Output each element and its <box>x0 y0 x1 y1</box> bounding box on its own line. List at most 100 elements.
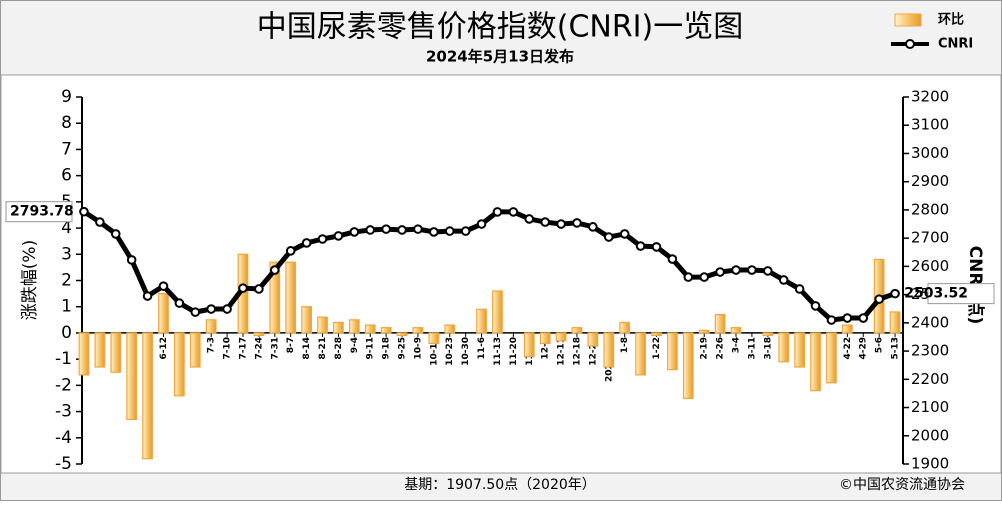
line-marker <box>317 234 328 244</box>
legend-swatch <box>905 39 915 49</box>
line-marker <box>492 207 503 217</box>
bar <box>778 332 790 363</box>
y2-tick-label: 3100 <box>911 116 949 134</box>
value-label: 2793.78 <box>10 204 74 220</box>
x-tick-label: 5-13 <box>891 337 901 360</box>
line-marker <box>667 254 678 264</box>
line-marker <box>794 284 805 294</box>
line-marker <box>413 224 423 234</box>
line-marker <box>619 229 630 239</box>
value-label-box <box>927 283 995 305</box>
line-marker <box>747 265 757 275</box>
bar <box>269 261 281 334</box>
line-marker <box>238 283 248 293</box>
line-marker <box>333 231 344 241</box>
chart-title: 中国尿素零售价格指数(CNRI)一览图 <box>257 10 744 45</box>
bar <box>619 321 631 334</box>
bar <box>794 332 805 368</box>
x-tick-label: 7-31 <box>270 337 280 360</box>
y2-tick-label: 2000 <box>911 426 949 444</box>
bar <box>810 332 821 392</box>
y2-tick-label: 1900 <box>911 455 949 473</box>
x-tick-label: 7-3 <box>207 337 217 353</box>
x-tick-label: 2-19 <box>700 337 710 360</box>
bar <box>826 332 837 384</box>
x-tick-label: 4-29 <box>859 337 869 360</box>
x-tick-label: 9-18 <box>382 337 392 360</box>
line-marker <box>603 232 614 242</box>
y-axis-title: 涨跌幅(%) <box>20 240 40 320</box>
line-marker <box>731 265 741 275</box>
bar <box>523 332 535 358</box>
bar <box>142 332 153 460</box>
x-tick-label: 10-9 <box>413 337 423 360</box>
line-marker <box>174 298 185 308</box>
bar <box>253 332 265 337</box>
bar <box>348 319 360 334</box>
line-marker <box>429 227 439 237</box>
line-marker <box>126 255 137 265</box>
y-tick-label: -3 <box>55 402 72 422</box>
line-marker <box>365 225 376 235</box>
bar <box>698 329 710 334</box>
x-tick-label: 1-8 <box>620 337 630 353</box>
line-marker <box>349 227 360 237</box>
x-tick-label: 6-12 <box>159 337 169 360</box>
x-tick-label: 7-17 <box>238 337 248 360</box>
line-marker <box>206 304 216 314</box>
line-marker <box>269 265 280 275</box>
y2-tick-label: 2600 <box>911 257 949 275</box>
line-marker <box>572 218 582 228</box>
x-tick-label: 2-26 <box>716 337 726 360</box>
line-marker <box>826 315 837 325</box>
y-tick-label: 4 <box>61 218 72 238</box>
x-tick-label: 7-24 <box>254 337 264 360</box>
bar <box>110 332 122 373</box>
line-marker <box>301 238 312 248</box>
line-marker <box>635 241 646 251</box>
x-tick-label: 11-13 <box>493 337 503 366</box>
x-tick-label: 8-7 <box>286 337 296 353</box>
bar <box>762 332 774 337</box>
x-tick-label: 11-20 <box>509 337 519 366</box>
bar <box>539 332 551 345</box>
value-label: 2503.52 <box>904 286 968 302</box>
bar <box>889 311 901 334</box>
x-tick-label: 10-30 <box>461 337 471 366</box>
x-tick-label: 3-4 <box>732 337 742 353</box>
y2-tick-label: 3200 <box>911 88 949 106</box>
value-label-box <box>5 201 73 223</box>
x-tick-label: 12-25 <box>588 337 598 366</box>
line-marker <box>444 226 455 236</box>
bar <box>428 332 440 345</box>
y2-tick-label: 3000 <box>911 144 949 162</box>
line-marker <box>254 284 264 294</box>
x-tick-label: 3-11 <box>747 337 757 360</box>
y-tick-label: 3 <box>61 244 72 264</box>
line-marker <box>508 207 519 217</box>
bar <box>380 327 392 334</box>
x-tick-label: 8-21 <box>318 337 328 360</box>
line-marker <box>890 288 900 299</box>
x-tick-label: 12-11 <box>557 337 567 366</box>
line-marker <box>651 242 662 252</box>
y-tick-label: 1 <box>61 297 72 317</box>
y-tick-label: 7 <box>61 139 72 159</box>
line-marker <box>222 304 232 314</box>
bar <box>714 313 726 334</box>
x-tick-label: 1-22 <box>652 337 662 360</box>
line <box>82 209 896 323</box>
bar <box>635 332 646 376</box>
bar <box>78 332 90 376</box>
line-marker <box>285 246 296 256</box>
footnote: 基期：1907.50点（2020年） <box>404 476 596 493</box>
line-marker <box>142 291 153 301</box>
y-tick-label: -2 <box>55 375 72 395</box>
line-marker <box>874 294 884 304</box>
bar <box>189 332 201 368</box>
bar <box>841 324 853 334</box>
x-tick-label: 9-25 <box>398 337 408 360</box>
bar <box>682 332 694 400</box>
y2-tick-label: 2200 <box>911 370 949 388</box>
